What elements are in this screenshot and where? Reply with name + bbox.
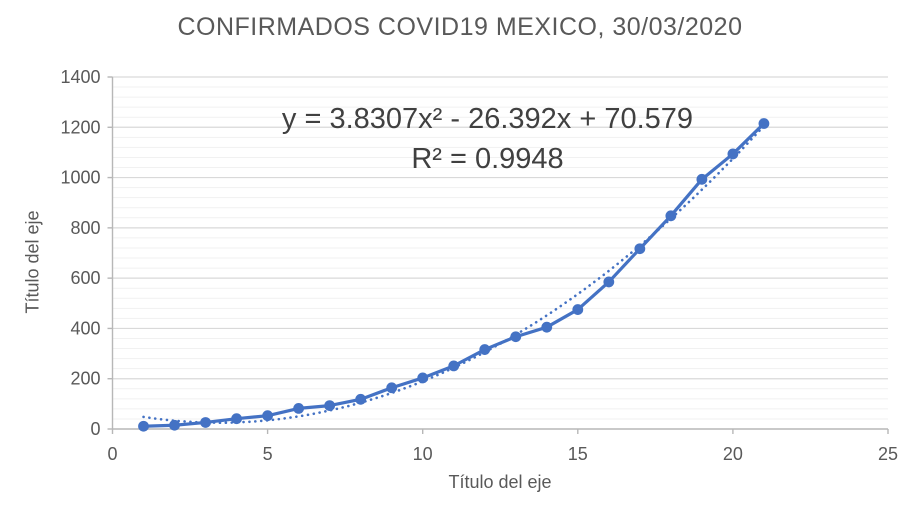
x-tick-label: 15	[568, 444, 588, 464]
data-point-marker	[386, 382, 398, 394]
y-tick-label: 400	[70, 318, 100, 338]
confirmed-series-line	[141, 121, 766, 428]
data-point-marker	[696, 173, 708, 185]
y-tick-label: 200	[70, 369, 100, 389]
x-tick-label: 25	[878, 444, 898, 464]
data-point-marker	[231, 413, 242, 425]
data-point-marker	[169, 419, 180, 431]
data-point-marker	[200, 417, 211, 428]
chart-title: CONFIRMADOS COVID19 MEXICO, 30/03/2020	[177, 13, 743, 41]
data-point-marker	[448, 360, 460, 372]
x-tick-label: 20	[723, 444, 743, 464]
x-tick-label: 10	[413, 444, 433, 464]
data-point-marker	[665, 210, 677, 222]
y-axis-title: Título del eje	[22, 210, 43, 314]
y-tick-label: 1000	[60, 168, 100, 188]
data-point-marker	[727, 148, 739, 160]
data-point-marker	[324, 400, 336, 412]
data-point-marker	[355, 393, 367, 405]
data-point-marker	[541, 321, 553, 333]
y-tick-label: 1200	[60, 117, 100, 137]
data-point-marker	[572, 304, 584, 315]
data-point-marker	[417, 372, 429, 384]
data-point-marker	[479, 344, 491, 355]
x-tick-label: 0	[107, 444, 117, 464]
y-tick-label: 800	[70, 218, 100, 238]
data-point-marker	[138, 420, 149, 432]
data-point-marker	[293, 402, 305, 414]
data-point-marker	[262, 410, 273, 422]
data-point-marker	[634, 243, 646, 255]
y-tick-label: 1400	[60, 67, 100, 87]
x-axis-title: Título del eje	[448, 472, 552, 492]
y-tick-label: 0	[90, 419, 100, 439]
y-tick-label: 600	[70, 268, 100, 288]
x-tick-label: 5	[263, 444, 273, 464]
data-point-marker	[758, 118, 770, 129]
data-point-marker	[510, 331, 522, 343]
data-point-marker	[603, 276, 615, 288]
